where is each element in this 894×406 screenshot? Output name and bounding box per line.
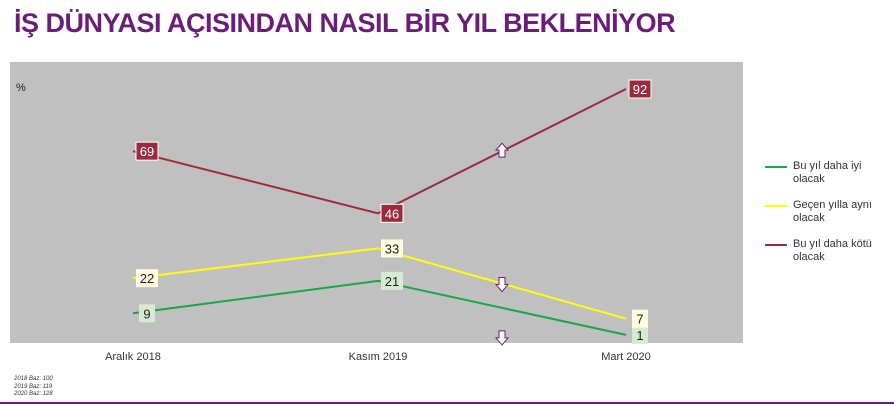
legend-item-same: Geçen yılla aynı olacak xyxy=(765,199,890,225)
page-title: İŞ DÜNYASI AÇISINDAN NASIL BİR YIL BEKLE… xyxy=(14,8,676,38)
base-note-2019: 2019 Baz: 119 xyxy=(14,383,53,390)
legend-label-worse: Bu yıl daha kötü olacak xyxy=(793,238,872,263)
legend-label-same: Geçen yılla aynı olacak xyxy=(793,199,872,224)
plot-area xyxy=(10,62,743,343)
data-label: 33 xyxy=(385,241,399,256)
change-arrow-down-icon xyxy=(494,277,510,293)
data-label: 21 xyxy=(385,274,399,289)
chart-legend: Bu yıl daha iyi olacak Geçen yılla aynı … xyxy=(765,160,890,277)
data-label: 7 xyxy=(636,312,643,327)
data-label-box xyxy=(380,203,404,223)
data-label-box xyxy=(628,79,652,99)
data-label: 69 xyxy=(140,144,154,159)
data-label: 92 xyxy=(633,82,647,97)
data-label-box xyxy=(632,325,648,344)
legend-item-better: Bu yıl daha iyi olacak xyxy=(765,160,890,186)
legend-item-worse: Bu yıl daha kötü olacak xyxy=(765,238,890,264)
bottom-divider xyxy=(0,402,894,404)
change-arrow-up-icon xyxy=(494,142,510,158)
legend-label-better: Bu yıl daha iyi olacak xyxy=(793,160,862,185)
x-tick-label: Kasım 2019 xyxy=(349,351,408,363)
base-note-2020: 2020 Baz: 128 xyxy=(14,391,53,397)
series-line-bu-y-l-daha-iyi-olacak xyxy=(132,279,627,336)
data-label: 46 xyxy=(385,206,399,221)
data-label-box xyxy=(136,269,158,288)
legend-swatch-same xyxy=(765,205,787,207)
data-label: 9 xyxy=(143,306,150,321)
x-tick-label: Aralık 2018 xyxy=(105,351,161,363)
data-label-box xyxy=(139,304,155,323)
change-arrow-down-icon xyxy=(494,330,510,346)
data-label-box xyxy=(135,141,159,161)
series-line-ge-en-y-lla-ayn-olacak xyxy=(132,247,627,320)
legend-swatch-worse xyxy=(765,244,787,246)
data-label-box xyxy=(632,309,648,328)
series-line-bu-y-l-daha-k-t-olacak xyxy=(132,88,627,215)
sample-base-notes: 2018 Baz: 100 2019 Baz: 119 2020 Baz: 12… xyxy=(14,376,53,399)
data-label-box xyxy=(381,271,403,290)
legend-swatch-better xyxy=(765,166,787,168)
data-label: 1 xyxy=(636,328,643,343)
data-label: 22 xyxy=(140,271,154,286)
x-tick-label: Mart 2020 xyxy=(601,351,651,363)
y-unit-label: % xyxy=(16,82,26,94)
data-label-box xyxy=(381,239,403,258)
base-note-2018: 2018 Baz: 100 xyxy=(14,376,53,382)
